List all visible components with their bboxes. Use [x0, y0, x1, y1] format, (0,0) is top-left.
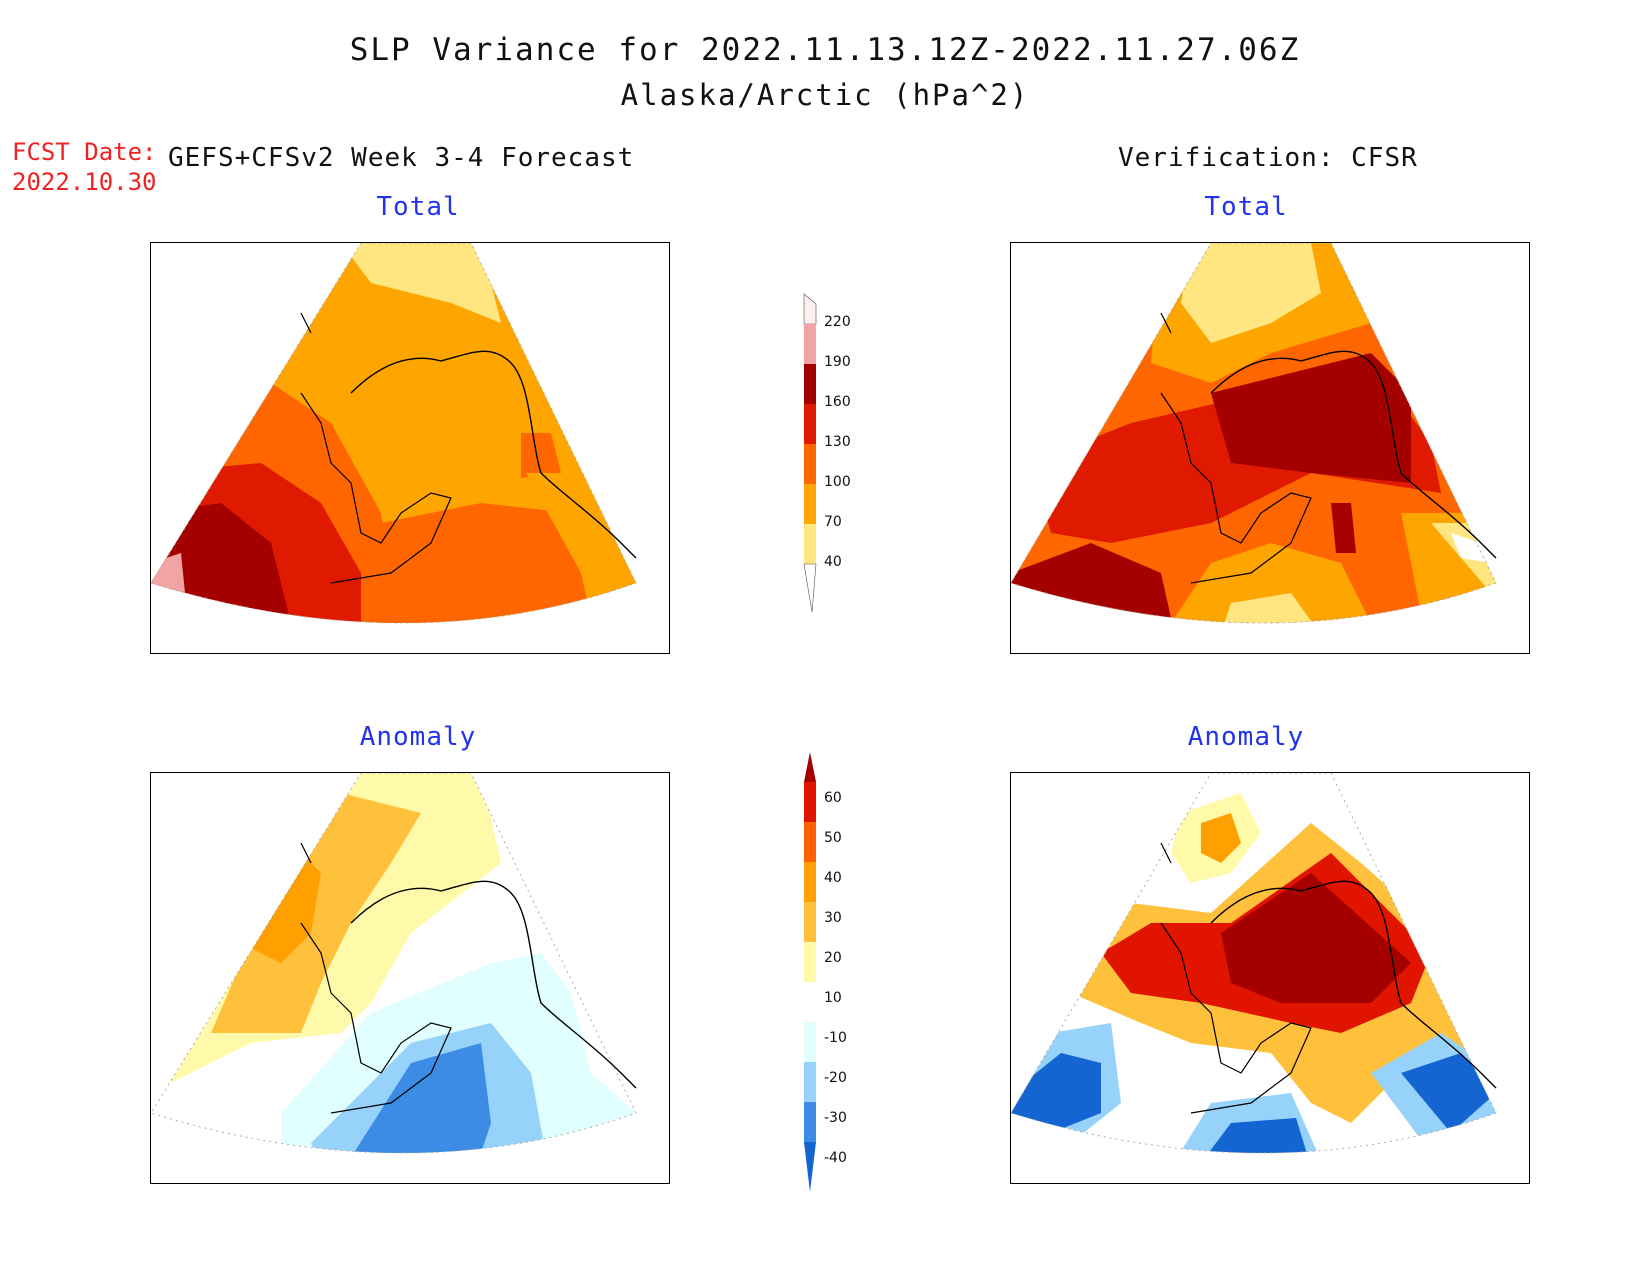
total-colorbar-segment	[804, 324, 816, 364]
anomaly-colorbar-segment	[804, 862, 816, 902]
forecast-anomaly-title: Anomaly	[359, 722, 477, 752]
anomaly-colorbar-segment	[804, 942, 816, 982]
total-colorbar: 220 190 160 130 100 70 40	[800, 284, 900, 624]
anomaly-colorbar-label: -40	[824, 1150, 847, 1166]
anomaly-colorbar-segment	[804, 822, 816, 862]
anomaly-colorbar-label: 30	[824, 910, 842, 926]
verification-total-title: Total	[1204, 192, 1288, 222]
forecast-total-map	[150, 242, 670, 654]
total-colorbar-label: 40	[824, 554, 842, 570]
total-colorbar-label: 160	[824, 394, 851, 410]
model-column-heading: GEFS+CFSv2 Week 3-4 Forecast	[168, 143, 635, 173]
verification-anomaly-title: Anomaly	[1187, 722, 1305, 752]
total-colorbar-label: 70	[824, 514, 842, 530]
forecast-date-value: 2022.10.30	[12, 168, 157, 196]
total-colorbar-segment	[804, 524, 816, 564]
anomaly-colorbar-label: 10	[824, 990, 842, 1006]
total-colorbar-segment	[804, 404, 816, 444]
map-title: SLP Variance for 2022.11.13.12Z-2022.11.…	[349, 32, 1301, 68]
forecast-date-label: FCST Date:	[12, 138, 157, 166]
anomaly-colorbar-label: 20	[824, 950, 842, 966]
anomaly-colorbar-segment	[804, 1102, 816, 1142]
forecast-anomaly-map	[150, 772, 670, 1184]
anomaly-colorbar-label: 60	[824, 790, 842, 806]
anomaly-colorbar-label: 50	[824, 830, 842, 846]
anomaly-colorbar-segment	[804, 982, 816, 1022]
verification-anomaly-map	[1010, 772, 1530, 1184]
anomaly-colorbar-segment	[804, 1022, 816, 1062]
anomaly-colorbar-label: 40	[824, 870, 842, 886]
anomaly-colorbar: 60 50 40 30 20 10 -10 -20 -30 -40	[800, 752, 900, 1200]
total-colorbar-segment	[804, 484, 816, 524]
total-colorbar-label: 100	[824, 474, 851, 490]
total-colorbar-segment	[804, 364, 816, 404]
total-colorbar-segment	[804, 444, 816, 484]
anomaly-colorbar-segment	[804, 902, 816, 942]
verification-column-heading: Verification: CFSR	[1118, 143, 1418, 173]
anomaly-colorbar-label: -30	[824, 1110, 847, 1126]
verification-total-map	[1010, 242, 1530, 654]
forecast-total-title: Total	[376, 192, 460, 222]
anomaly-colorbar-label: -10	[824, 1030, 847, 1046]
anomaly-colorbar-segment	[804, 1062, 816, 1102]
anomaly-colorbar-label: -20	[824, 1070, 847, 1086]
anomaly-colorbar-segment	[804, 782, 816, 822]
total-colorbar-label: 130	[824, 434, 851, 450]
total-colorbar-label: 190	[824, 354, 851, 370]
map-subtitle: Alaska/Arctic (hPa^2)	[620, 78, 1030, 112]
total-colorbar-label: 220	[824, 314, 851, 330]
